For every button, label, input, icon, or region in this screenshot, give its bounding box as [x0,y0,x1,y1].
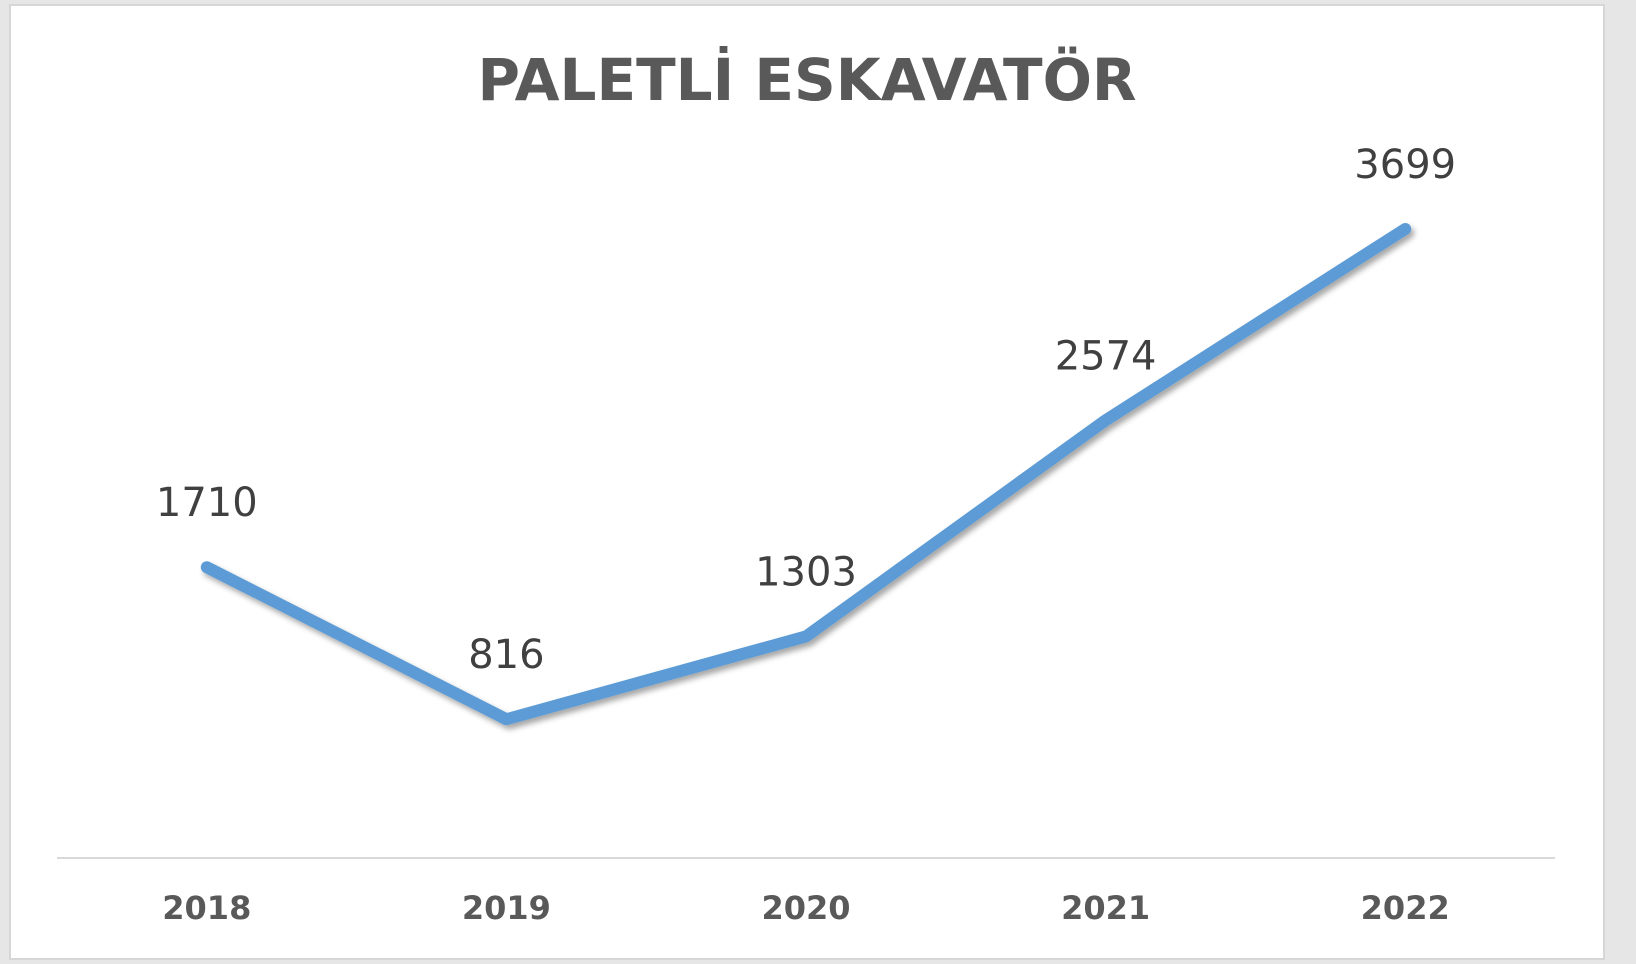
chart-title: PALETLİ ESKAVATÖR [477,45,1136,114]
data-line [200,223,1412,726]
data-label: 3699 [1354,142,1456,188]
data-label: 2574 [1055,333,1157,379]
data-label: 816 [468,632,544,678]
x-tick-label: 2020 [761,889,850,927]
chart-area [9,4,1605,960]
x-tick-label: 2022 [1361,889,1450,927]
data-label: 1303 [755,549,857,595]
x-tick-label: 2019 [462,889,551,927]
x-tick-label: 2021 [1061,889,1150,927]
data-label: 1710 [156,480,258,526]
x-tick-label: 2018 [162,889,251,927]
